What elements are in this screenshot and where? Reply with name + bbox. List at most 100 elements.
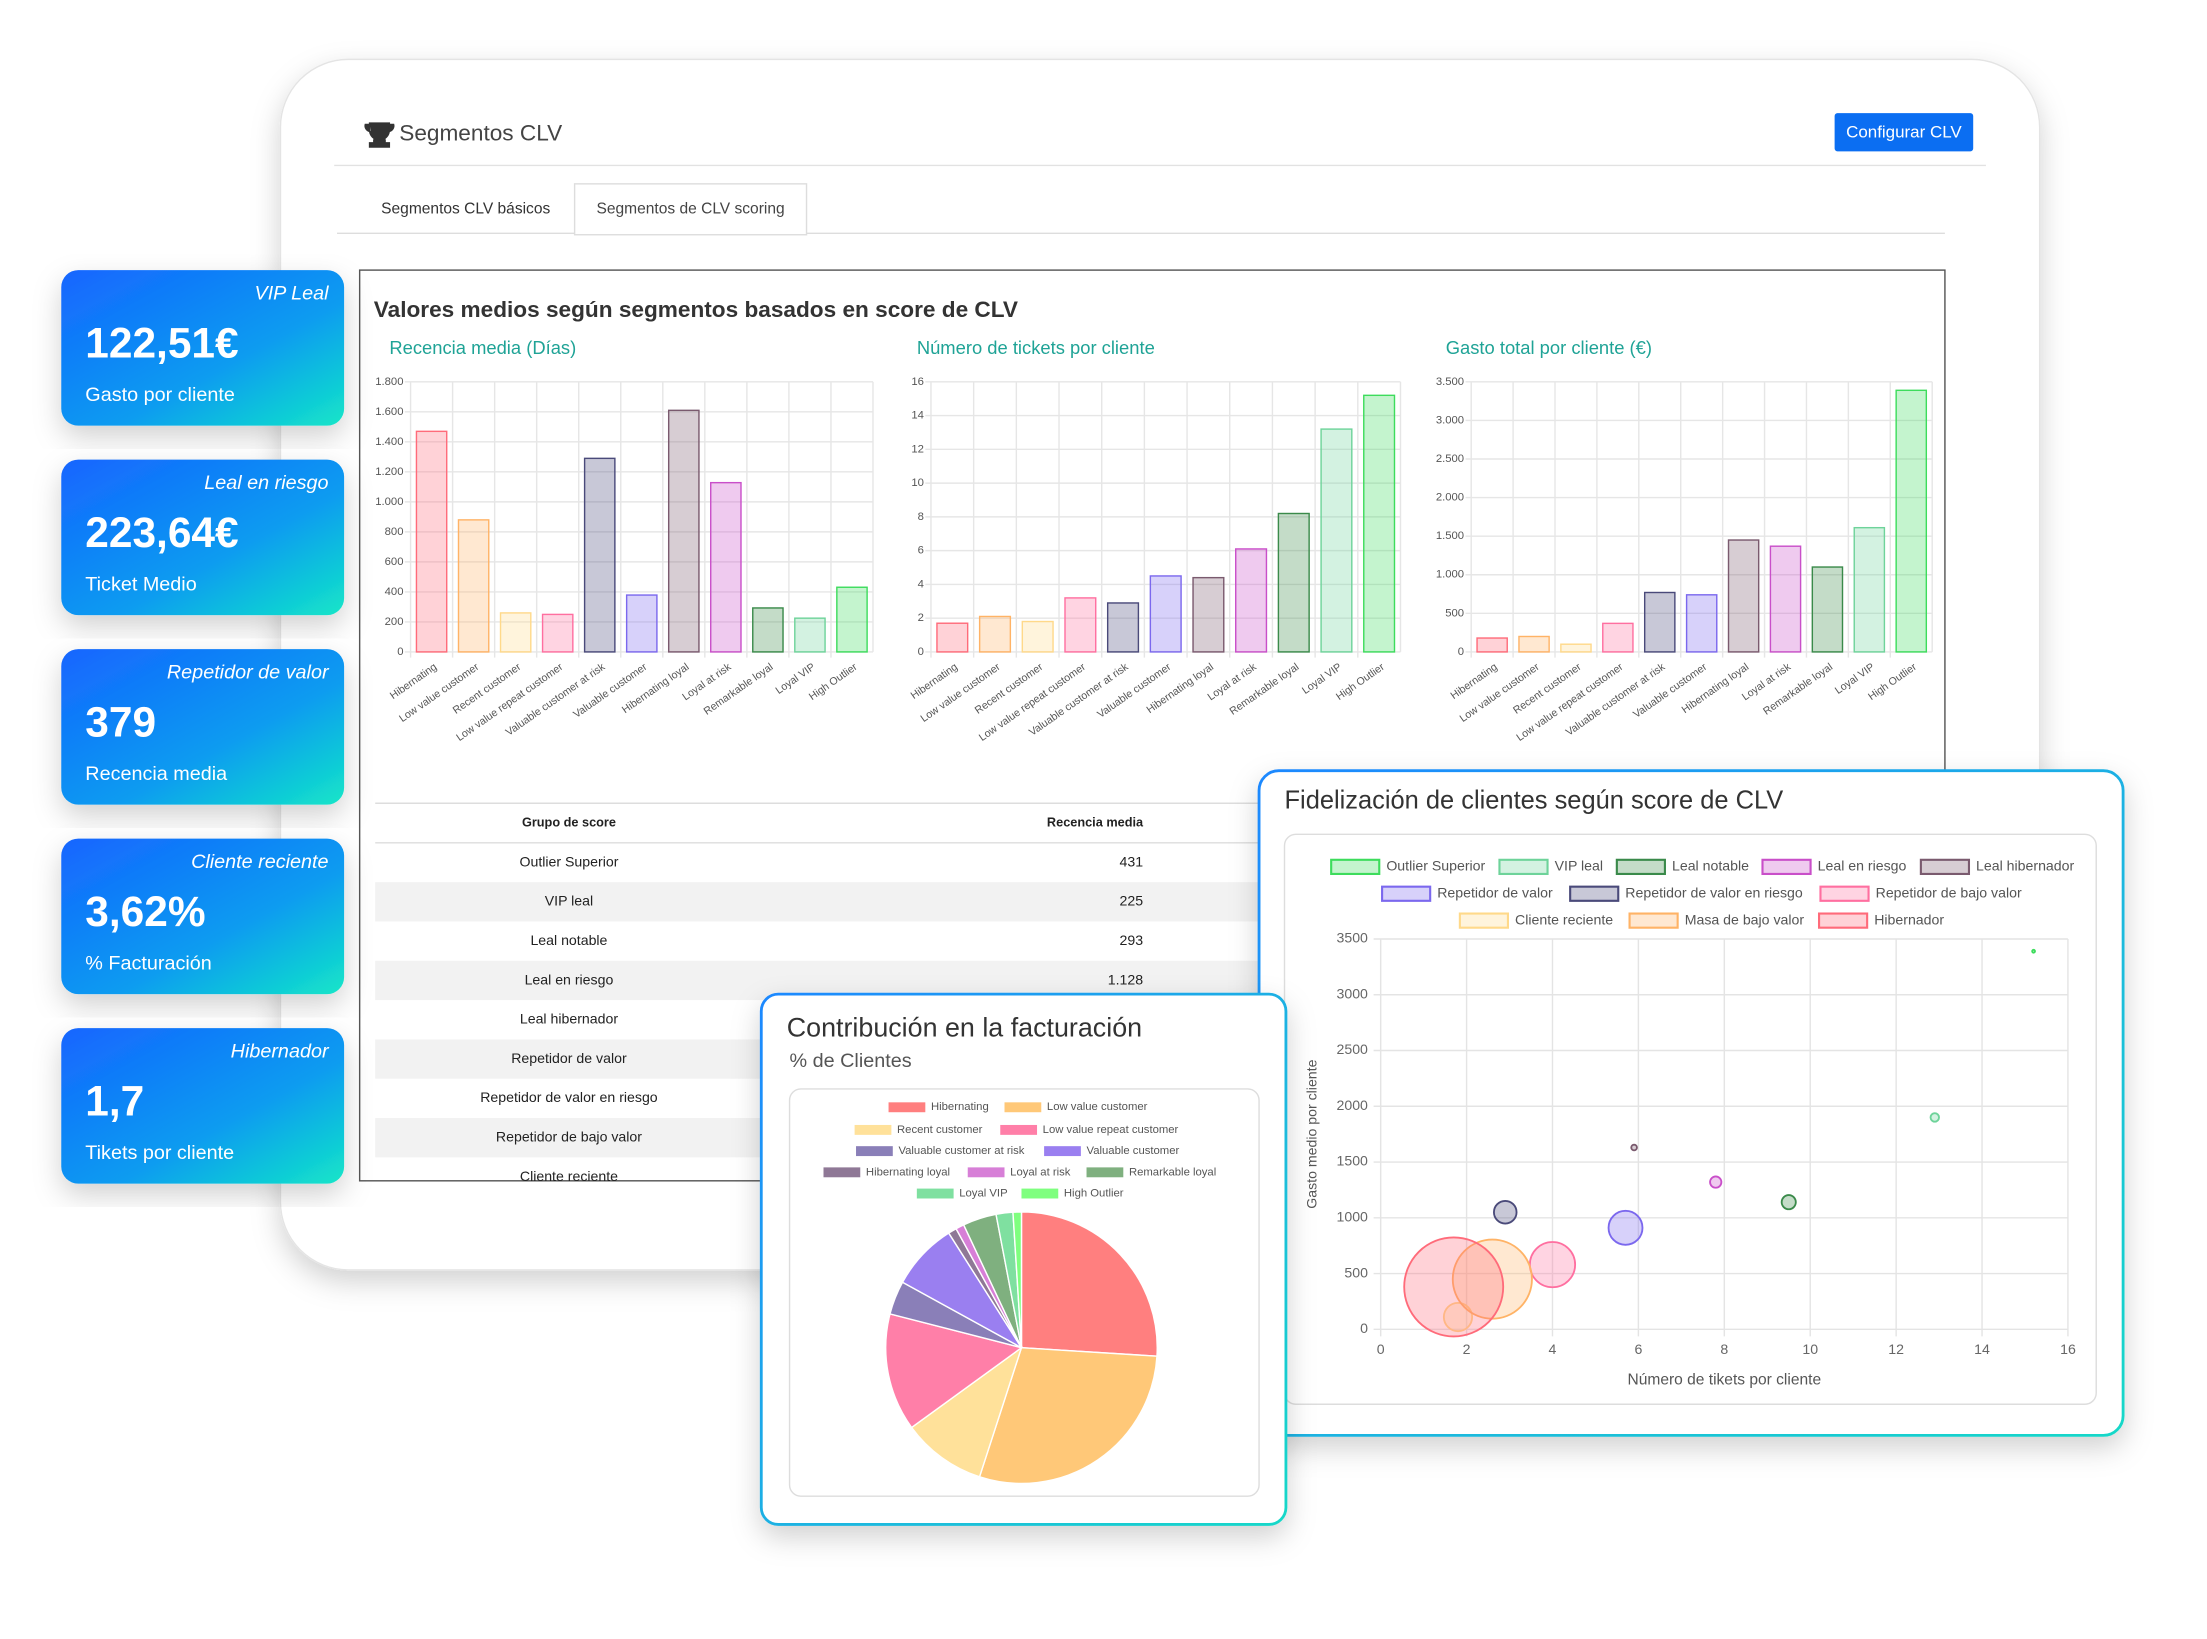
configure-button[interactable] (1834, 113, 1974, 152)
bar (1235, 548, 1268, 653)
legend-label: Recent customer (897, 1124, 983, 1136)
bubble (1709, 1175, 1723, 1189)
legend-label: Repetidor de valor en riesgo (1625, 884, 1803, 900)
y-tick-label: 800 (385, 526, 404, 538)
legend-swatch (1498, 858, 1549, 876)
legend-swatch (967, 1167, 1005, 1178)
kpi-label: Repetidor de valor (167, 661, 330, 683)
y-tick-label: 500 (1445, 607, 1464, 619)
bubble (1607, 1209, 1644, 1246)
bar (1021, 620, 1054, 653)
y-tick-label: 600 (385, 556, 404, 568)
bar (1602, 622, 1634, 653)
legend-swatch (1817, 912, 1869, 929)
y-tick-label: 200 (385, 616, 404, 628)
tab[interactable]: Segmentos CLV básicos (381, 200, 550, 217)
kpi-caption: % Facturación (85, 953, 211, 975)
kpi-card (61, 838, 345, 995)
y-tick-label: 2.500 (1436, 453, 1464, 465)
bubble (1493, 1199, 1518, 1225)
bar (1363, 394, 1396, 653)
legend-label: Valuable customer at risk (898, 1145, 1024, 1157)
bar (1895, 389, 1928, 653)
legend-label: Outlier Superior (1386, 858, 1485, 874)
bar (1277, 512, 1310, 653)
y-tick-label: 3000 (1337, 985, 1369, 1001)
x-tick-label: 16 (2060, 1341, 2076, 1357)
bar (1727, 539, 1760, 653)
legend-label: Low value repeat customer (1043, 1124, 1179, 1136)
x-tick-label: 10 (1802, 1341, 1818, 1357)
chart-title: Gasto total por cliente (€) (1446, 337, 1652, 358)
kpi-caption: Tikets por cliente (85, 1142, 234, 1164)
kpi-value: 122,51€ (85, 320, 238, 367)
y-tick-label: 400 (385, 586, 404, 598)
legend-swatch (1615, 858, 1666, 876)
legend-swatch (1021, 1188, 1059, 1199)
legend-label: Repetidor de valor (1437, 884, 1553, 900)
y-tick-label: 2500 (1337, 1041, 1369, 1057)
bar (1064, 597, 1097, 653)
x-tick-label: 4 (1549, 1341, 1557, 1357)
x-tick-label: 2 (1463, 1341, 1471, 1357)
y-tick-label: 14 (911, 410, 924, 422)
y-tick-label: 1.000 (375, 496, 403, 508)
legend-label: Leal notable (1672, 858, 1749, 874)
configure-button-label[interactable]: Configurar CLV (1846, 122, 1962, 141)
bar (1643, 591, 1676, 653)
bubble (1528, 1241, 1577, 1289)
y-tick-label: 500 (1344, 1264, 1368, 1280)
trophy-icon (364, 122, 395, 148)
legend-swatch (1569, 885, 1620, 902)
y-tick-label: 10 (911, 477, 924, 489)
table-cell: Cliente reciente (520, 1168, 618, 1184)
bar (541, 613, 574, 653)
legend-swatch (1000, 1124, 1038, 1135)
bar (978, 615, 1012, 653)
bar (1769, 545, 1802, 653)
y-tick-label: 1.500 (1436, 530, 1464, 542)
pie-slice (1012, 1211, 1023, 1348)
tab[interactable]: Segmentos de CLV scoring (597, 200, 785, 217)
x-tick-label: 14 (1974, 1341, 1990, 1357)
kpi-caption: Ticket Medio (85, 574, 196, 596)
bubble (1929, 1112, 1940, 1123)
bar (457, 519, 490, 653)
x-tick-label: 8 (1720, 1341, 1728, 1357)
legend-label: Hibernating (931, 1101, 989, 1113)
x-tick-label: 12 (1888, 1341, 1904, 1357)
card-title: Fidelización de clientes según score de … (1285, 787, 1784, 815)
kpi-card (61, 649, 345, 805)
y-tick-label: 0 (397, 646, 403, 658)
tab-active[interactable] (573, 183, 808, 236)
pie-slice (978, 1346, 1158, 1485)
y-tick-label: 1.800 (375, 376, 403, 388)
y-tick-label: 2000 (1337, 1097, 1369, 1113)
bar (936, 622, 969, 653)
y-tick-label: 0 (1360, 1320, 1368, 1336)
bar (752, 607, 784, 653)
legend-swatch (1004, 1102, 1042, 1113)
legend-swatch (1628, 912, 1679, 929)
legend-swatch (888, 1102, 926, 1113)
table-cell: Leal hibernador (520, 1011, 618, 1027)
legend-label: Remarkable loyal (1129, 1166, 1216, 1178)
table-cell: Leal en riesgo (525, 971, 614, 987)
pie-slice (885, 1313, 1024, 1429)
bar (1518, 635, 1550, 653)
legend-swatch (1086, 1167, 1124, 1178)
bar (1149, 575, 1182, 653)
y-tick-label: 1500 (1337, 1153, 1369, 1169)
kpi-label: Leal en riesgo (204, 472, 328, 494)
x-tick-label: 6 (1634, 1341, 1642, 1357)
table-cell: 293 (1120, 932, 1144, 948)
kpi-label: VIP Leal (254, 282, 329, 304)
legend-swatch (854, 1124, 892, 1135)
y-tick-label: 8 (918, 511, 924, 523)
y-tick-label: 1.000 (1436, 569, 1464, 581)
table-cell: Repetidor de bajo valor (496, 1129, 642, 1145)
page-title: Segmentos CLV (399, 120, 562, 145)
bar (1853, 526, 1886, 653)
bubble (1442, 1301, 1474, 1333)
